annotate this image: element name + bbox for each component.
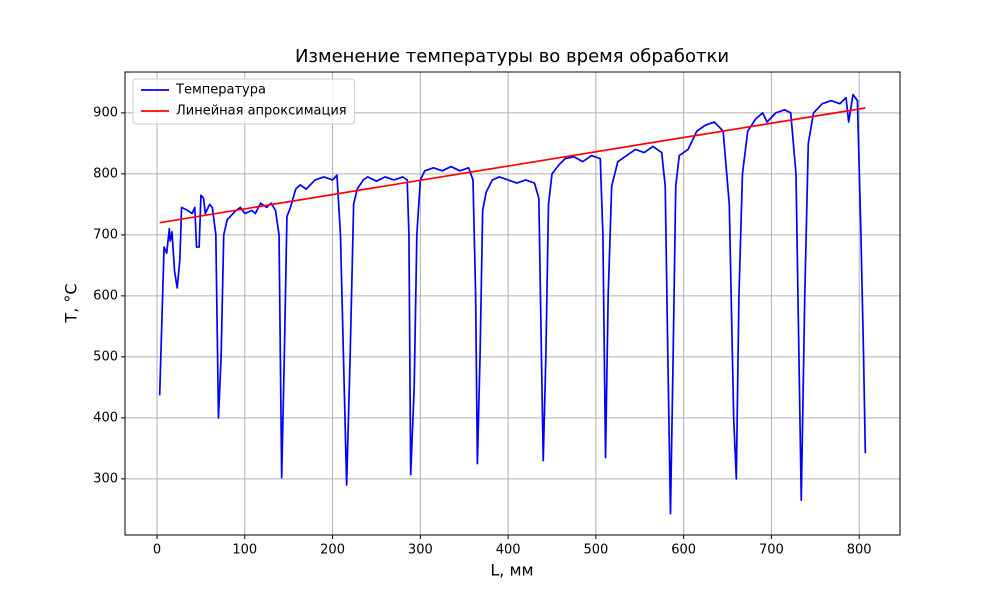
x-tick-label: 300 <box>408 543 433 558</box>
x-tick-label: 800 <box>847 543 872 558</box>
legend: Температура Линейная апроксимация <box>132 78 356 125</box>
data-line <box>159 107 866 224</box>
legend-label: Температура <box>175 83 266 98</box>
legend-label: Линейная апроксимация <box>176 104 347 119</box>
y-tick-label: 400 <box>93 410 118 425</box>
y-tick-label: 500 <box>93 349 118 364</box>
y-tick-label: 900 <box>93 105 118 120</box>
y-tick-label: 700 <box>93 227 118 242</box>
x-tick-label: 200 <box>320 543 345 558</box>
plot-area <box>158 93 867 515</box>
ticks: 0 100 200 300 400 500 600 700 800 300 400 500 600 700… <box>93 105 871 557</box>
x-tick-label: 0 <box>153 543 161 558</box>
x-axis-label: L, мм <box>490 561 533 580</box>
legend-box <box>132 78 356 125</box>
data-line <box>158 93 867 515</box>
x-tick-label: 400 <box>496 543 521 558</box>
axes-frame <box>124 71 901 536</box>
y-axis-label: T, °C <box>62 283 81 323</box>
x-tick-label: 100 <box>232 543 257 558</box>
x-tick-label: 600 <box>671 543 696 558</box>
y-tick-label: 800 <box>93 166 118 181</box>
y-tick-label: 300 <box>93 471 118 486</box>
y-tick-label: 600 <box>93 288 118 303</box>
x-tick-label: 700 <box>759 543 784 558</box>
chart-title: Изменение температуры во время обработки <box>295 46 729 67</box>
x-tick-label: 500 <box>583 543 608 558</box>
